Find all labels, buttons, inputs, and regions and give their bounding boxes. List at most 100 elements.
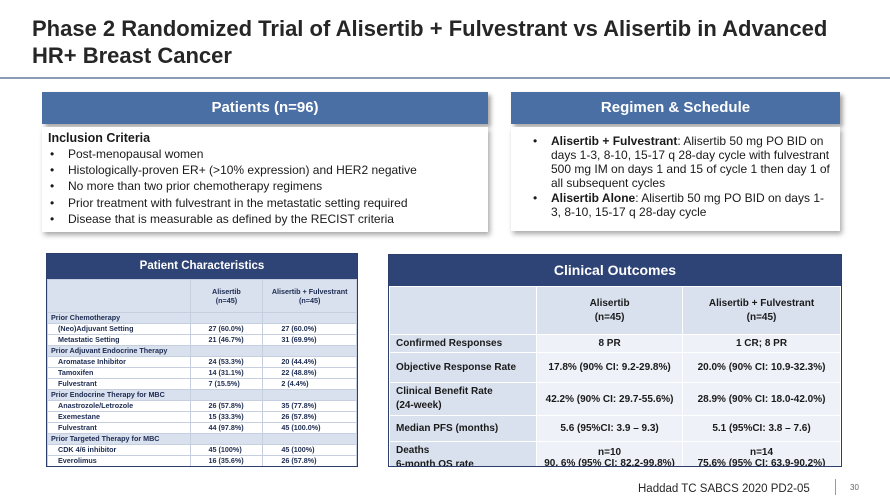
row-label: Anastrozole/Letrozole xyxy=(47,400,191,412)
row-label: Exemestane xyxy=(47,411,191,423)
regimen-header: Regimen & Schedule xyxy=(511,92,840,124)
outcome-label-line: 6-month OS rate xyxy=(396,458,474,467)
outcome-label: Median PFS (months) xyxy=(389,415,538,442)
citation-footer: Haddad TC SABCS 2020 PD2-05 xyxy=(638,483,810,495)
column-header-combo: Alisertib + Fulvestrant (n=45) xyxy=(682,286,841,335)
column-n: (n=45) xyxy=(215,296,238,305)
value-combo xyxy=(262,345,357,357)
footer-divider xyxy=(835,479,836,495)
clinical-outcomes-grid: Alisertib (n=45) Alisertib + Fulvestrant (… xyxy=(389,286,841,467)
value-alisertib xyxy=(189,312,264,324)
outcome-label: Deaths 6-month OS rate xyxy=(389,441,538,467)
patient-characteristics-table: Patient Characteristics Alisertib (n=45) … xyxy=(46,253,358,467)
outcome-label-line: Clinical Benefit Rate xyxy=(396,386,493,397)
value-combo: 45 (100.0%) xyxy=(262,422,357,434)
value-combo: 26 (57.8%) xyxy=(262,411,357,423)
column-label: Alisertib + Fulvestrant xyxy=(708,297,815,309)
outcome-value-combo: 28.9% (90% CI: 18.0-42.0%) xyxy=(682,382,841,416)
criterion-item: Prior treatment with fulvestrant in the … xyxy=(48,195,482,211)
table-row: Fulvestrant 7 (15.5%) 2 (4.4%) xyxy=(47,378,357,390)
title-divider xyxy=(0,77,890,79)
table-row: Fulvestrant 44 (97.8%) 45 (100.0%) xyxy=(47,422,357,434)
value-alisertib xyxy=(189,345,264,357)
value-combo: 35 (77.8%) xyxy=(262,400,357,412)
value-combo: 27 (60.0%) xyxy=(262,323,357,335)
value-combo xyxy=(262,312,357,324)
table-row: Anastrozole/Letrozole 26 (57.8%) 35 (77.8%… xyxy=(47,400,357,412)
outcome-row: Confirmed Responses 8 PR 1 CR; 8 PR xyxy=(389,334,841,353)
section-row: Prior Adjuvant Endocrine Therapy xyxy=(47,345,357,357)
row-label: Metastatic Setting xyxy=(47,334,191,346)
regimen-panel: Alisertib + Fulvestrant: Alisertib 50 mg… xyxy=(511,127,840,231)
outcome-value-alisertib: 42.2% (90% CI: 29.7-55.6%) xyxy=(536,382,684,416)
regimen-item: Alisertib Alone: Alisertib 50 mg PO BID … xyxy=(529,191,830,219)
clinical-outcomes-table: Clinical Outcomes Alisertib (n=45) Aliser… xyxy=(388,254,842,467)
criterion-item: Histologically-proven ER+ (>10% expressi… xyxy=(48,162,482,178)
outcome-row: Median PFS (months) 5.6 (95%CI: 3.9 – 9.… xyxy=(389,415,841,442)
outcome-value-alisertib: 5.6 (95%CI: 3.9 – 9.3) xyxy=(536,415,684,442)
value-combo: 20 (44.4%) xyxy=(262,356,357,368)
regimen-list: Alisertib + Fulvestrant: Alisertib 50 mg… xyxy=(529,134,830,219)
row-label: CDK 4/6 inhibitor xyxy=(47,444,191,456)
regimen-arm-name: Alisertib + Fulvestrant xyxy=(551,134,678,148)
patient-characteristics-title: Patient Characteristics xyxy=(47,254,357,279)
criterion-item: Disease that is measurable as defined by… xyxy=(48,211,482,227)
outcome-value-alisertib: 8 PR xyxy=(536,334,684,353)
value-alisertib: 14 (31.1%) xyxy=(189,367,264,379)
table-row: Aromatase Inhibitor 24 (53.3%) 20 (44.4%) xyxy=(47,356,357,368)
row-label: Tamoxifen xyxy=(47,367,191,379)
value-alisertib xyxy=(189,389,264,401)
value-alisertib: 44 (97.8%) xyxy=(189,422,264,434)
regimen-item: Alisertib + Fulvestrant: Alisertib 50 mg… xyxy=(529,134,830,190)
blank-header-cell xyxy=(47,279,191,313)
row-label: Prior Endocrine Therapy for MBC xyxy=(47,389,191,401)
value-combo: 26 (57.8%) xyxy=(262,455,357,466)
value-alisertib: 15 (33.3%) xyxy=(189,411,264,423)
column-header-alisertib: Alisertib (n=45) xyxy=(189,279,264,313)
value-combo xyxy=(262,389,357,401)
outcome-label: Objective Response Rate xyxy=(389,352,538,383)
inclusion-heading: Inclusion Criteria xyxy=(48,131,151,145)
column-n: (n=45) xyxy=(746,311,777,323)
value-combo: 31 (69.9%) xyxy=(262,334,357,346)
value-combo: 45 (100%) xyxy=(262,444,357,456)
row-label: Everolimus xyxy=(47,455,191,466)
patients-header: Patients (n=96) xyxy=(42,92,488,124)
row-label: (Neo)Adjuvant Setting xyxy=(47,323,191,335)
outcome-value-line: n=10 xyxy=(598,446,622,458)
table-row: Exemestane 15 (33.3%) 26 (57.8%) xyxy=(47,411,357,423)
outcome-row: Clinical Benefit Rate (24-week) 42.2% (90… xyxy=(389,382,841,416)
outcome-value-combo: 1 CR; 8 PR xyxy=(682,334,841,353)
column-header-combo: Alisertib + Fulvestrant (n=45) xyxy=(262,279,357,313)
inclusion-panel: Inclusion Criteria Post-menopausal women… xyxy=(42,127,488,232)
clinical-outcomes-title: Clinical Outcomes xyxy=(389,255,841,286)
outcome-row: Deaths 6-month OS rate n=10 90. 6% (95% CI… xyxy=(389,441,841,467)
value-combo: 2 (4.4%) xyxy=(262,378,357,390)
table-row: Everolimus 16 (35.6%) 26 (57.8%) xyxy=(47,455,357,466)
value-alisertib: 21 (46.7%) xyxy=(189,334,264,346)
page-number: 30 xyxy=(850,483,859,492)
table-row: CDK 4/6 inhibitor 45 (100%) 45 (100%) xyxy=(47,444,357,456)
patient-characteristics-grid: Alisertib (n=45) Alisertib + Fulvestrant(… xyxy=(47,279,357,466)
row-label: Aromatase Inhibitor xyxy=(47,356,191,368)
value-combo: 22 (48.8%) xyxy=(262,367,357,379)
criterion-item: Post-menopausal women xyxy=(48,146,482,162)
table-row: (Neo)Adjuvant Setting 27 (60.0%) 27 (60.0%… xyxy=(47,323,357,335)
regimen-arm-name: Alisertib Alone xyxy=(551,191,636,205)
outcome-label: Clinical Benefit Rate (24-week) xyxy=(389,382,538,416)
column-label: Alisertib xyxy=(212,287,241,296)
column-label: Alisertib xyxy=(589,297,630,309)
section-row: Prior Endocrine Therapy for MBC xyxy=(47,389,357,401)
outcome-value-combo: 5.1 (95%CI: 3.8 – 7.6) xyxy=(682,415,841,442)
column-label: Alisertib + Fulvestrant xyxy=(271,287,348,296)
regimen-arm-text: : Alisertib 50 mg PO BID on days 1-3, 8-… xyxy=(551,191,824,219)
value-combo xyxy=(262,433,357,445)
outcome-label-line: Deaths xyxy=(396,444,430,456)
row-label: Prior Chemotherapy xyxy=(47,312,191,324)
inclusion-list: Post-menopausal women Histologically-pro… xyxy=(48,146,482,227)
regimen-arm-text: : Alisertib 50 mg PO BID on days 1-3, 8-… xyxy=(551,134,830,190)
value-alisertib: 16 (35.6%) xyxy=(189,455,264,466)
column-n: (n=45) xyxy=(594,311,625,323)
outcome-value-line: 75.6% (95% CI: 63.9-90.2%) xyxy=(697,457,826,467)
row-label: Prior Targeted Therapy for MBC xyxy=(47,433,191,445)
